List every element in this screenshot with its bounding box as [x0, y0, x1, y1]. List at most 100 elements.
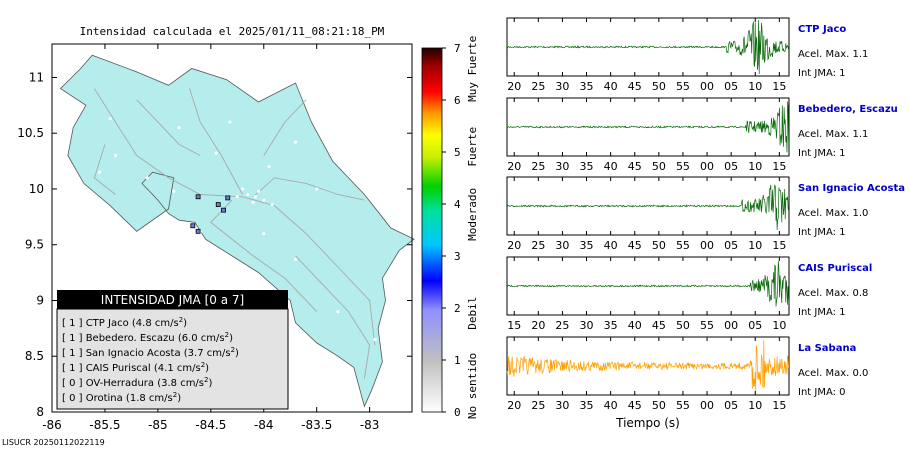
- time-tick-label: 15: [772, 80, 786, 93]
- x-tick-label: -85: [148, 418, 168, 432]
- time-tick-label: 30: [580, 319, 594, 332]
- station-name: San Ignacio Acosta: [798, 183, 905, 194]
- colorbar-tick-label: 3: [454, 250, 461, 263]
- x-tick-label: -83.5: [301, 418, 332, 432]
- time-tick-label: 15: [507, 319, 521, 332]
- time-tick-label: 50: [652, 399, 666, 412]
- time-tick-label: 15: [772, 239, 786, 252]
- legend-entry: [ 1 ] San Ignacio Acosta (3.7 cm/s2): [62, 346, 239, 359]
- time-tick-label: 00: [700, 239, 714, 252]
- time-tick-label: 30: [555, 80, 569, 93]
- colorbar-category-label: Debil: [466, 297, 479, 330]
- station-marker: [195, 228, 201, 234]
- road-line: [210, 199, 318, 312]
- time-tick-label: 55: [676, 160, 690, 173]
- time-tick-label: 10: [748, 80, 762, 93]
- station-max-accel: Acel. Max. 1.1: [798, 129, 868, 140]
- station-name: CAIS Puriscal: [798, 263, 872, 274]
- colorbar-category-label: No sentido: [466, 353, 479, 419]
- time-tick-label: 05: [724, 399, 738, 412]
- station-jma-intensity: Int JMA: 0: [798, 387, 846, 398]
- legend-body: [56, 308, 289, 410]
- colorbar-tick-label: 2: [454, 302, 461, 315]
- settlement-dot: [172, 189, 176, 193]
- station-max-accel: Acel. Max. 0.0: [798, 368, 868, 379]
- legend-entry: [ 1 ] CTP Jaco (4.8 cm/s2): [62, 316, 187, 329]
- y-tick-label: 9: [36, 293, 44, 307]
- x-tick-label: -86: [42, 418, 62, 432]
- time-tick-label: 45: [652, 319, 666, 332]
- legend-entry: [ 1 ] CAIS Puriscal (4.1 cm/s2): [62, 361, 209, 374]
- time-tick-label: 35: [580, 80, 594, 93]
- time-tick-label: 10: [748, 399, 762, 412]
- colorbar-tick-label: 4: [454, 198, 461, 211]
- settlement-dot: [270, 202, 274, 207]
- waveform-trace: [506, 19, 790, 75]
- colorbar-tick-label: 0: [454, 406, 461, 419]
- time-tick-label: 40: [604, 80, 618, 93]
- time-tick-label: 20: [531, 319, 545, 332]
- station-name: CTP Jaco: [798, 24, 846, 35]
- time-tick-label: 45: [628, 239, 642, 252]
- x-tick-label: -83: [360, 418, 380, 432]
- station-jma-intensity: Int JMA: 1: [798, 307, 846, 318]
- waveform-trace: [506, 101, 790, 153]
- time-tick-label: 05: [724, 80, 738, 93]
- time-tick-label: 25: [555, 319, 569, 332]
- time-tick-label: 55: [700, 319, 714, 332]
- map-title: Intensidad calculada el 2025/01/11_08:21…: [80, 25, 385, 38]
- x-tick-label: -84: [254, 418, 274, 432]
- time-tick-label: 35: [580, 160, 594, 173]
- time-tick-label: 55: [676, 80, 690, 93]
- time-tick-label: 25: [531, 160, 545, 173]
- time-tick-label: 40: [604, 239, 618, 252]
- colorbar-category-label: Moderado: [466, 188, 479, 241]
- settlement-dot: [251, 200, 255, 204]
- waveform-trace: [506, 340, 790, 392]
- time-tick-label: 20: [507, 399, 521, 412]
- time-tick-label: 30: [555, 399, 569, 412]
- station-name: Bebedero, Escazu: [798, 104, 898, 115]
- time-tick-label: 00: [700, 399, 714, 412]
- time-tick-label: 20: [507, 160, 521, 173]
- time-tick-label: 55: [676, 239, 690, 252]
- time-tick-label: 20: [507, 239, 521, 252]
- settlement-dot: [293, 140, 298, 144]
- station-max-accel: Acel. Max. 1.1: [798, 49, 868, 60]
- time-tick-label: 50: [652, 239, 666, 252]
- settlement-dot: [145, 176, 149, 180]
- waveform-trace: [506, 260, 790, 307]
- time-tick-label: 35: [580, 239, 594, 252]
- time-tick-label: 40: [604, 160, 618, 173]
- time-tick-label: 25: [531, 399, 545, 412]
- time-tick-label: 10: [748, 239, 762, 252]
- station-jma-intensity: Int JMA: 1: [798, 68, 846, 79]
- settlement-dot: [246, 192, 250, 197]
- y-tick-label: 9.5: [25, 238, 44, 252]
- time-tick-label: 00: [700, 160, 714, 173]
- settlement-dot: [256, 189, 261, 193]
- settlement-dot: [315, 187, 319, 191]
- y-tick-label: 10.5: [17, 126, 44, 140]
- time-tick-label: 10: [748, 160, 762, 173]
- time-tick-label: 30: [555, 239, 569, 252]
- road-line: [252, 177, 365, 201]
- colorbar-category-label: Fuerte: [466, 127, 479, 167]
- station-marker: [221, 207, 226, 213]
- settlement-dot: [253, 195, 257, 199]
- station-jma-intensity: Int JMA: 1: [798, 148, 846, 159]
- time-tick-label: 10: [772, 319, 786, 332]
- road-line: [93, 144, 116, 195]
- settlement-dot: [113, 153, 118, 158]
- time-tick-label: 50: [676, 319, 690, 332]
- road-line: [136, 99, 201, 156]
- colorbar-tick-label: 1: [454, 354, 461, 367]
- time-tick-label: 50: [652, 160, 666, 173]
- station-marker: [225, 195, 231, 201]
- legend-header: INTENSIDAD JMA [0 a 7]: [101, 293, 244, 307]
- settlement-dot: [228, 120, 232, 124]
- station-marker: [195, 194, 201, 200]
- time-tick-label: 45: [628, 160, 642, 173]
- time-tick-label: 05: [748, 319, 762, 332]
